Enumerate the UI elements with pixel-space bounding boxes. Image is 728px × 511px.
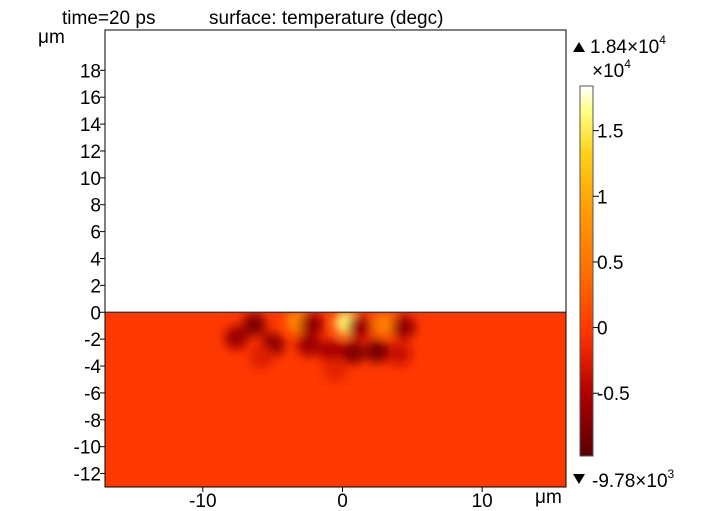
y-tick-label: 18 [80,61,101,82]
min-marker-icon [573,474,585,484]
colorbar-scale-label: ×104 [592,57,631,82]
time-label: time=20 ps [62,8,155,29]
hot-spot [299,312,324,337]
y-tick-label: 10 [80,169,101,190]
colorbar-tick-label: 0 [597,319,608,340]
colorbar-max-label: 1.84×104 [590,33,666,58]
colorbar-tick-label: -0.5 [597,384,630,405]
y-tick-label: 14 [80,115,102,136]
colorbar: 1.84×104 ×104 1.5 1 0.5 0 -0.5 -9.78×103 [573,33,675,492]
y-tick-label: 2 [90,276,101,297]
y-tick-label: -12 [74,465,101,486]
x-axis-unit: μm [535,487,562,508]
y-tick-label: -10 [74,438,101,459]
hot-spot [323,358,348,383]
hot-spot [372,312,397,337]
domain-background [105,312,566,487]
colorbar-ticks: 1.5 1 0.5 0 -0.5 [593,122,630,405]
hot-spot [391,315,416,340]
y-tick-label: -8 [84,411,101,432]
colorbar-tick-label: 1 [597,187,608,208]
y-axis-ticks: 18 16 14 12 10 8 6 4 2 0 -2 -4 -6 -8 -10 -12 [74,61,105,486]
y-tick-label: 12 [80,142,101,163]
colorbar-tick-label: 0.5 [597,253,623,274]
y-tick-label: 8 [90,196,101,217]
plot-area [104,29,567,488]
colorbar-gradient [579,85,594,457]
max-marker-icon [573,42,585,52]
x-axis-ticks: -10 0 10 [189,487,493,511]
y-tick-label: -2 [84,330,101,351]
x-tick-label: 10 [472,491,493,511]
y-tick-label: 4 [90,250,101,271]
colorbar-min-label: -9.78×103 [592,467,675,492]
hot-spot [242,312,267,337]
hot-spots [224,312,416,383]
y-tick-label: 0 [90,303,101,324]
x-tick-label: 0 [337,491,348,511]
hot-spot [365,339,390,364]
y-tick-label: -4 [84,357,101,378]
x-tick-label: -10 [189,491,216,511]
hot-spot [224,325,249,350]
y-tick-label: -6 [84,384,101,405]
y-tick-label: 6 [90,223,101,244]
y-axis-unit: μm [38,27,65,48]
hot-spot [387,341,412,366]
hot-spot [341,340,366,365]
hot-spot [319,339,344,364]
hot-spot [347,315,372,340]
colorbar-tick-label: 1.5 [597,122,623,143]
hot-spot [249,344,274,369]
chart-title: surface: temperature (degc) [209,8,443,29]
y-tick-label: 16 [80,88,101,109]
hot-spot [296,332,321,357]
